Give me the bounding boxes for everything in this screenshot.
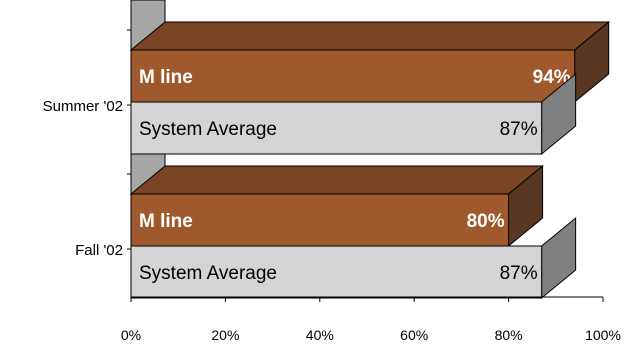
bar (130, 101, 543, 155)
bar-series-label: M line (139, 67, 193, 88)
category-label: Summer '02 (43, 98, 123, 115)
data-label: 87% (500, 263, 538, 284)
bar (130, 193, 510, 247)
data-label: 87% (500, 119, 538, 140)
bar-series-label: System Average (139, 263, 277, 284)
bar-side-face (541, 216, 577, 300)
data-label: 80% (467, 211, 505, 232)
data-label: 94% (533, 67, 571, 88)
chart-bars: M line 94% System Average 87% M line 80% Syste… (129, 20, 611, 300)
bar (130, 49, 576, 103)
x-tick-label: 40% (306, 327, 334, 343)
bar (130, 245, 543, 299)
bar-top-face (129, 21, 611, 51)
category-label: Fall '02 (75, 242, 123, 259)
x-tick-label: 60% (400, 327, 428, 343)
bar-top-face (129, 165, 544, 195)
bar-series-label: M line (139, 211, 193, 232)
bar-series-label: System Average (139, 119, 277, 140)
x-tick-label: 100% (585, 327, 621, 343)
x-tick-label: 20% (211, 327, 239, 343)
x-tick-label: 0% (121, 327, 141, 343)
chart-axes: Summer '02 Fall '02 0% 20% 40% 60% 80% 100% (43, 29, 621, 343)
x-tick-label: 80% (495, 327, 523, 343)
